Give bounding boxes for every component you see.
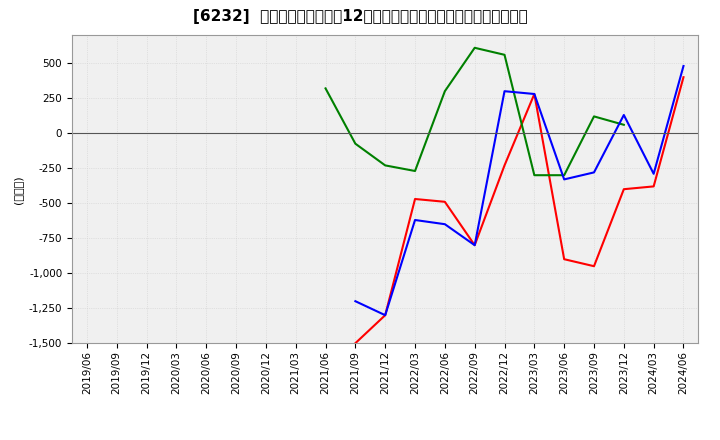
Line: 営業CF: 営業CF bbox=[356, 77, 683, 343]
フリーCF bbox=[470, 242, 479, 248]
営業CF bbox=[500, 163, 509, 168]
営業CF bbox=[410, 196, 419, 202]
Text: [6232]  キャッシュフローの12か月移動合計の対前年同期増減額の推移: [6232] キャッシュフローの12か月移動合計の対前年同期増減額の推移 bbox=[193, 9, 527, 24]
フリーCF bbox=[381, 312, 390, 318]
フリーCF bbox=[441, 222, 449, 227]
フリーCF bbox=[560, 177, 569, 182]
フリーCF bbox=[679, 63, 688, 69]
Y-axis label: (百万円): (百万円) bbox=[13, 175, 23, 204]
営業CF bbox=[679, 74, 688, 80]
フリーCF bbox=[530, 92, 539, 97]
フリーCF bbox=[649, 171, 658, 176]
営業CF bbox=[590, 264, 598, 269]
フリーCF bbox=[590, 170, 598, 175]
営業CF bbox=[381, 312, 390, 318]
フリーCF bbox=[410, 217, 419, 223]
営業CF bbox=[530, 92, 539, 97]
Line: フリーCF: フリーCF bbox=[356, 66, 683, 315]
営業CF bbox=[351, 341, 360, 346]
フリーCF bbox=[500, 88, 509, 94]
営業CF bbox=[441, 199, 449, 205]
フリーCF bbox=[351, 299, 360, 304]
営業CF bbox=[649, 184, 658, 189]
営業CF bbox=[619, 187, 628, 192]
営業CF bbox=[470, 242, 479, 248]
フリーCF bbox=[619, 112, 628, 117]
営業CF bbox=[560, 257, 569, 262]
